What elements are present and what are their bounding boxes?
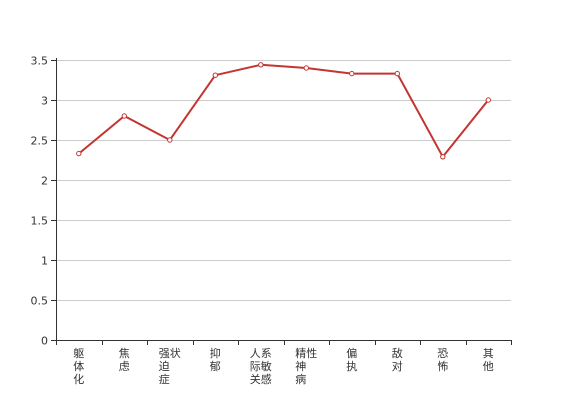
data-point [349, 70, 355, 77]
x-tick-label: 其他 [483, 347, 494, 373]
x-tick-label-char: 抑 [210, 346, 221, 360]
x-tick-label-char: 敏 [261, 359, 272, 373]
x-tick-label: 抑郁 [210, 346, 221, 373]
y-tick-label: 3.5 [31, 55, 49, 68]
y-tick-label: 0.5 [31, 295, 49, 308]
x-tick-label-char: 性 [306, 346, 317, 360]
x-tick-label-char: 关 [250, 372, 261, 386]
x-tick-label-char: 症 [159, 372, 170, 386]
x-tick-label-char: 焦 [119, 347, 130, 360]
x-tick-label-char: 虑 [119, 360, 130, 373]
data-point [485, 97, 491, 103]
x-tick-label-char: 际 [250, 360, 261, 373]
data-point [303, 65, 309, 71]
y-tick-label: 2.5 [31, 135, 49, 148]
x-tick-label: 恐怖 [437, 347, 448, 373]
data-point [76, 150, 82, 157]
data-points [76, 62, 491, 160]
data-point [212, 72, 219, 78]
data-point [121, 113, 128, 119]
x-tick-label: 偏执 [346, 346, 357, 373]
data-point [167, 137, 173, 143]
data-point [394, 70, 400, 77]
data-point [258, 62, 264, 68]
x-tick-label-char: 对 [392, 359, 403, 373]
x-tick-label-char: 他 [483, 360, 494, 373]
x-tick-label-char: 执 [346, 359, 357, 373]
series-line [78, 63, 490, 158]
x-tick-label-char: 化 [73, 372, 84, 386]
x-tick-label-char: 病 [295, 372, 306, 386]
x-tick-label-char: 其 [483, 347, 494, 360]
y-tick-label: 2 [41, 175, 48, 188]
x-tick-label-char: 精 [295, 347, 306, 360]
x-tick-label-char: 感 [261, 373, 272, 386]
x-tick-label: 躯体化 [73, 347, 84, 386]
x-tick-label-char: 状 [170, 346, 181, 360]
y-tick-label: 0 [41, 335, 48, 348]
data-point [440, 154, 446, 160]
y-tick-label: 3 [41, 95, 48, 108]
y-axis: 0 0.5 1 1.5 2 2.5 3 3.5 [31, 55, 57, 348]
x-tick-label-char: 躯 [73, 347, 84, 360]
x-tick-label: 焦虑 [119, 347, 130, 373]
series-line-group [78, 63, 490, 158]
x-tick-label-char: 系 [261, 347, 272, 360]
x-tick-label-char: 体 [73, 359, 84, 373]
y-tick-label: 1.5 [31, 215, 49, 228]
x-tick-label-char: 偏 [346, 346, 357, 360]
x-tick-label-char: 神 [295, 359, 306, 373]
grid-lines [56, 60, 511, 301]
x-tick-label-char: 人 [250, 347, 261, 360]
x-tick-label-char: 恐 [437, 347, 448, 360]
x-tick-label-char: 郁 [210, 359, 221, 373]
x-tick-label-char: 敌 [392, 346, 403, 360]
x-tick-label-char: 迫 [159, 359, 170, 373]
y-tick-label: 1 [41, 255, 48, 268]
x-tick-label-char: 怖 [437, 359, 448, 373]
x-tick-label: 敌对 [392, 346, 403, 373]
x-tick-label-char: 强 [159, 347, 170, 360]
